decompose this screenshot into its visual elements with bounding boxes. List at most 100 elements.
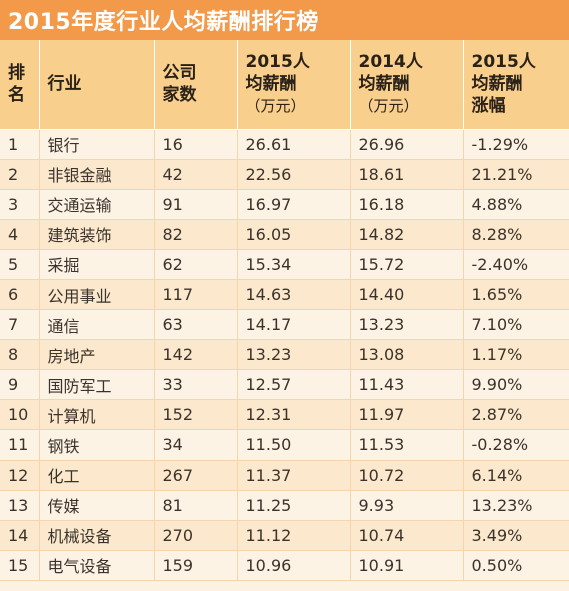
cell-salary-2014: 10.74	[350, 520, 464, 551]
cell-rank: 7	[0, 309, 40, 341]
cell-industry: 机械设备	[39, 520, 155, 551]
cell-salary-2015: 15.34	[237, 249, 351, 280]
cell-companies: 16	[154, 129, 238, 160]
table-row: 3 交通运输 91 16.97 16.18 4.88%	[0, 189, 569, 220]
cell-companies: 270	[154, 520, 238, 551]
table-row: 8 房地产 142 13.23 13.08 1.17%	[0, 339, 569, 371]
cell-companies: 267	[154, 460, 238, 491]
cell-salary-2015: 11.25	[237, 490, 351, 521]
cell-industry: 电气设备	[39, 550, 155, 581]
cell-salary-2014: 11.53	[350, 429, 464, 461]
cell-companies: 63	[154, 309, 238, 341]
table-row: 2 非银金融 42 22.56 18.61 21.21%	[0, 159, 569, 190]
cell-salary-2015: 12.31	[237, 399, 351, 431]
header-row: 排 名 行业 公司 家数 2015人 均薪酬 （万元） 2014人 均薪酬 （万…	[0, 40, 569, 130]
cell-salary-2014: 14.82	[350, 219, 464, 250]
cell-rank: 5	[0, 249, 40, 280]
cell-industry: 传媒	[39, 490, 155, 521]
cell-salary-2015: 14.63	[237, 279, 351, 311]
cell-rank: 14	[0, 520, 40, 551]
table-row: 15 电气设备 159 10.96 10.91 0.50%	[0, 550, 569, 581]
cell-salary-2014: 10.72	[350, 460, 464, 491]
cell-salary-2015: 16.97	[237, 189, 351, 220]
cell-salary-2014: 15.72	[350, 249, 464, 280]
cell-rank: 2	[0, 159, 40, 190]
cell-growth: 13.23%	[463, 490, 569, 521]
cell-companies: 34	[154, 429, 238, 461]
header-rank: 排 名	[0, 40, 40, 130]
cell-companies: 42	[154, 159, 238, 190]
table-row: 7 通信 63 14.17 13.23 7.10%	[0, 309, 569, 341]
cell-companies: 152	[154, 399, 238, 431]
cell-industry: 公用事业	[39, 279, 155, 311]
cell-industry: 钢铁	[39, 429, 155, 461]
cell-growth: 8.28%	[463, 219, 569, 250]
cell-growth: 1.65%	[463, 279, 569, 311]
cell-salary-2015: 10.96	[237, 550, 351, 581]
table-row: 4 建筑装饰 82 16.05 14.82 8.28%	[0, 219, 569, 250]
cell-rank: 15	[0, 550, 40, 581]
cell-industry: 非银金融	[39, 159, 155, 190]
page-title: 2015年度行业人均薪酬排行榜	[8, 10, 319, 35]
cell-rank: 13	[0, 490, 40, 521]
cell-salary-2015: 22.56	[237, 159, 351, 190]
salary-ranking-table: 排 名 行业 公司 家数 2015人 均薪酬 （万元） 2014人 均薪酬 （万…	[0, 40, 569, 581]
header-salary-2015: 2015人 均薪酬 （万元）	[237, 40, 351, 130]
cell-growth: -0.28%	[463, 429, 569, 461]
cell-salary-2015: 13.23	[237, 339, 351, 371]
table-row: 9 国防军工 33 12.57 11.43 9.90%	[0, 369, 569, 401]
cell-growth: -2.40%	[463, 249, 569, 280]
title-bar: 2015年度行业人均薪酬排行榜	[0, 0, 569, 40]
cell-rank: 8	[0, 339, 40, 371]
cell-salary-2015: 14.17	[237, 309, 351, 341]
table-row: 14 机械设备 270 11.12 10.74 3.49%	[0, 520, 569, 551]
cell-industry: 国防军工	[39, 369, 155, 401]
table-row: 12 化工 267 11.37 10.72 6.14%	[0, 460, 569, 491]
cell-growth: 7.10%	[463, 309, 569, 341]
cell-growth: 1.17%	[463, 339, 569, 371]
cell-rank: 6	[0, 279, 40, 311]
cell-growth: 2.87%	[463, 399, 569, 431]
header-growth-2015: 2015人 均薪酬 涨幅	[463, 40, 569, 130]
cell-salary-2014: 13.08	[350, 339, 464, 371]
table-row: 11 钢铁 34 11.50 11.53 -0.28%	[0, 429, 569, 461]
header-industry: 行业	[39, 40, 155, 130]
cell-industry: 计算机	[39, 399, 155, 431]
cell-salary-2014: 16.18	[350, 189, 464, 220]
table-row: 1 银行 16 26.61 26.96 -1.29%	[0, 129, 569, 160]
cell-industry: 银行	[39, 129, 155, 160]
cell-growth: 9.90%	[463, 369, 569, 401]
cell-industry: 化工	[39, 460, 155, 491]
cell-salary-2014: 18.61	[350, 159, 464, 190]
cell-companies: 91	[154, 189, 238, 220]
cell-growth: 0.50%	[463, 550, 569, 581]
cell-growth: -1.29%	[463, 129, 569, 160]
cell-growth: 21.21%	[463, 159, 569, 190]
cell-salary-2014: 14.40	[350, 279, 464, 311]
cell-salary-2015: 11.37	[237, 460, 351, 491]
cell-industry: 房地产	[39, 339, 155, 371]
cell-salary-2014: 10.91	[350, 550, 464, 581]
cell-companies: 62	[154, 249, 238, 280]
table-row: 10 计算机 152 12.31 11.97 2.87%	[0, 399, 569, 431]
cell-industry: 建筑装饰	[39, 219, 155, 250]
cell-salary-2014: 26.96	[350, 129, 464, 160]
table-body: 1 银行 16 26.61 26.96 -1.29% 2 非银金融 42 22.56 18.61 21…	[0, 129, 569, 581]
cell-salary-2014: 11.97	[350, 399, 464, 431]
cell-companies: 33	[154, 369, 238, 401]
cell-rank: 12	[0, 460, 40, 491]
cell-rank: 11	[0, 429, 40, 461]
cell-rank: 9	[0, 369, 40, 401]
cell-companies: 142	[154, 339, 238, 371]
cell-salary-2015: 11.50	[237, 429, 351, 461]
cell-growth: 3.49%	[463, 520, 569, 551]
cell-growth: 4.88%	[463, 189, 569, 220]
cell-companies: 81	[154, 490, 238, 521]
cell-salary-2015: 26.61	[237, 129, 351, 160]
table-row: 6 公用事业 117 14.63 14.40 1.65%	[0, 279, 569, 311]
table-row: 5 采掘 62 15.34 15.72 -2.40%	[0, 249, 569, 280]
header-companies: 公司 家数	[154, 40, 238, 130]
cell-salary-2014: 13.23	[350, 309, 464, 341]
cell-salary-2014: 11.43	[350, 369, 464, 401]
cell-companies: 117	[154, 279, 238, 311]
